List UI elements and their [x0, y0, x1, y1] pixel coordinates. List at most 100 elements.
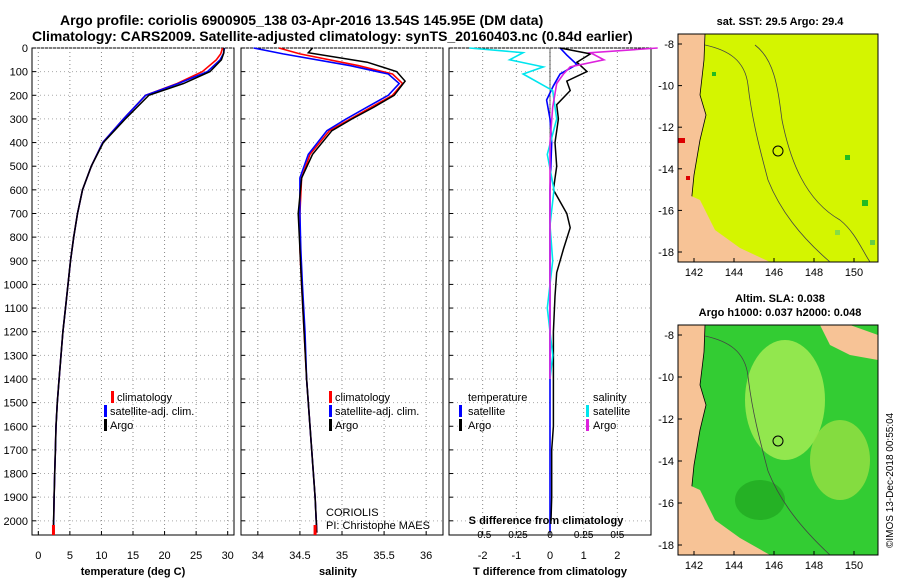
sla-reef-contour	[704, 335, 831, 556]
t-difference-axis-label: T difference from climatology	[473, 566, 628, 578]
map-lat-label: -10	[658, 81, 674, 93]
legend-argo: Argo	[335, 420, 358, 432]
legend-heading-salinity: salinity	[593, 392, 627, 404]
depth-tick-label: 0	[22, 43, 28, 55]
map-lat-label: -14	[658, 164, 674, 176]
x-tick-label: 5	[67, 550, 73, 562]
depth-tick-label: 1500	[4, 398, 28, 410]
axis-ticks: 0100200300400500600700800900100011001200…	[4, 43, 625, 562]
salinity-legend: climatology satellite-adj. clim. Argo CO…	[326, 391, 430, 532]
depth-tick-label: 1700	[4, 445, 28, 457]
x-tick-label: 1	[581, 550, 587, 562]
sla-map-title-line2: Argo h1000: 0.037 h2000: 0.048	[699, 307, 862, 319]
map-lon-label: 142	[685, 267, 703, 279]
legend-s-argo: Argo	[593, 420, 616, 432]
temperature-panel-frame	[31, 47, 235, 536]
map-lon-label: 150	[845, 560, 863, 572]
x-tick-label: 15	[127, 550, 139, 562]
map-lat-label: -18	[658, 540, 674, 552]
legend-s-satellite: satellite	[593, 406, 630, 418]
legend-swatch-satellite	[329, 405, 332, 417]
map-lat-label: -16	[658, 498, 674, 510]
map-lon-label: 148	[805, 560, 823, 572]
map-lat-label: -8	[664, 39, 674, 51]
depth-tick-label: 1100	[4, 303, 28, 315]
sst-cool-pixel	[862, 200, 868, 206]
figure-title-line2: Climatology: CARS2009. Satellite-adjuste…	[32, 28, 633, 44]
map-lat-label: -14	[658, 456, 674, 468]
x-tick-label: 10	[95, 550, 107, 562]
legend-climatology: climatology	[335, 392, 391, 404]
depth-tick-label: 1200	[4, 327, 28, 339]
imos-credit: ©IMOS 13-Dec-2018 00:55:04	[885, 412, 896, 548]
sst-cool-pixel	[870, 240, 875, 245]
x-tick-label: 0	[547, 550, 553, 562]
data-centre-label: CORIOLIS	[326, 507, 379, 519]
x-tick-label: 34	[252, 550, 264, 562]
legend-swatch-climatology	[111, 391, 114, 403]
map-lon-label: 148	[805, 267, 823, 279]
series-line-satellite-adj-clim-	[253, 47, 401, 533]
series-line-t-argo	[550, 47, 593, 521]
sst-map-frame	[677, 33, 879, 263]
x-tick-label: 34.5	[289, 550, 310, 562]
depth-tick-label: 2000	[4, 516, 28, 528]
legend-swatch-argo	[104, 419, 107, 431]
x-tick-label: -1	[511, 550, 521, 562]
map-lon-label: 146	[765, 267, 783, 279]
sla-float-location-marker	[772, 435, 784, 447]
s-difference-axis-label: S difference from climatology	[469, 515, 625, 527]
legend-swatch-satellite	[104, 405, 107, 417]
map-lon-label: 150	[845, 267, 863, 279]
series-line-s-argo	[549, 47, 658, 379]
legend-swatch-s-argo	[586, 419, 589, 431]
depth-tick-label: 1900	[4, 492, 28, 504]
legend-satellite: satellite-adj. clim.	[335, 406, 419, 418]
x-tick-label: -2	[478, 550, 488, 562]
depth-tick-label: 1800	[4, 469, 28, 481]
sla-map-frame	[677, 324, 879, 556]
sst-map-title: sat. SST: 29.5 Argo: 29.4	[717, 16, 845, 28]
map-lat-label: -10	[658, 372, 674, 384]
depth-tick-label: 1400	[4, 374, 28, 386]
depth-tick-label: 700	[10, 208, 28, 220]
sst-map-ticks: 142 144 146 148 150 -8 -10 -12 -14 -16 -18	[658, 39, 863, 279]
temperature-axis-label: temperature (deg C)	[81, 566, 186, 578]
depth-tick-label: 100	[10, 67, 28, 79]
series-line-s-satellite	[469, 47, 558, 380]
sla-map	[677, 324, 879, 556]
legend-heading-temperature: temperature	[468, 392, 527, 404]
sla-map-title-line1: Altim. SLA: 0.038	[735, 293, 825, 305]
s-diff-tick-label: -0.25	[505, 530, 528, 541]
s-diff-tick-label: 0.25	[574, 530, 594, 541]
depth-tick-label: 600	[10, 185, 28, 197]
depth-tick-label: 800	[10, 232, 28, 244]
legend-swatch-climatology	[329, 391, 332, 403]
salinity-axis-label: salinity	[319, 566, 358, 578]
sst-float-location-marker	[772, 145, 784, 157]
legend-satellite: satellite-adj. clim.	[110, 406, 194, 418]
map-lon-label: 142	[685, 560, 703, 572]
x-tick-label: 20	[158, 550, 170, 562]
legend-swatch-argo	[329, 419, 332, 431]
depth-tick-label: 300	[10, 114, 28, 126]
legend-climatology: climatology	[117, 392, 173, 404]
map-lon-label: 144	[725, 560, 743, 572]
series-line-argo	[52, 48, 225, 526]
map-lon-label: 144	[725, 267, 743, 279]
sst-warm-pixel	[678, 138, 685, 143]
map-lat-label: -12	[658, 122, 674, 134]
pi-label: PI: Christophe MAES	[326, 520, 430, 532]
sst-shelf-contour	[754, 44, 871, 263]
legend-swatch-t-satellite	[459, 405, 462, 417]
sla-land-papua	[820, 325, 878, 360]
depth-tick-label: 500	[10, 161, 28, 173]
x-tick-label: 2	[614, 550, 620, 562]
difference-legend-salinity: salinity satellite Argo	[586, 392, 630, 432]
bottom-marker-salinity	[313, 525, 317, 535]
x-tick-label: 35	[336, 550, 348, 562]
map-lat-label: -8	[664, 330, 674, 342]
sst-warm-pixel	[686, 176, 690, 180]
legend-argo: Argo	[110, 420, 133, 432]
